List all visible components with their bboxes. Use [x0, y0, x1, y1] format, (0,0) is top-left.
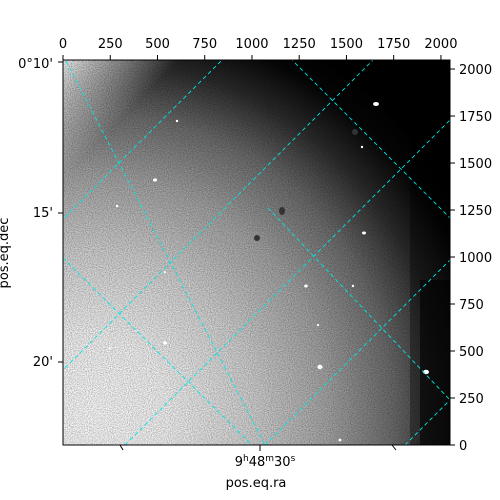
- top-tick-label: 2000: [424, 37, 457, 52]
- grid-line-dec: [267, 207, 450, 401]
- right-tick-label: 250: [459, 392, 484, 407]
- dec-tick-label: 0°10': [18, 57, 53, 72]
- right-tick-label: 1250: [459, 204, 492, 219]
- top-tick-label: 250: [98, 37, 123, 52]
- grid-line-dec: [65, 60, 266, 445]
- grid-line-ra: [63, 60, 374, 371]
- top-tick-label: 1750: [377, 37, 410, 52]
- right-pixel-axis: 0 250 500 750 1000 1250 1500 1750 2000: [450, 63, 492, 454]
- top-tick-label: 0: [59, 37, 67, 52]
- right-tick-label: 750: [459, 298, 484, 313]
- x-axis-title: pos.eq.ra: [226, 476, 287, 491]
- top-tick-label: 750: [192, 37, 217, 52]
- right-tick-label: 1000: [459, 251, 492, 266]
- ra-tick-label: 9h48m30s: [235, 454, 296, 470]
- plot-frame: [62, 59, 451, 446]
- y-axis-title: pos.eq.dec: [0, 218, 12, 289]
- top-tick-label: 1250: [283, 37, 316, 52]
- grid-line-ra: [124, 119, 450, 445]
- top-tick-label: 500: [145, 37, 170, 52]
- top-tick-label: 1000: [235, 37, 268, 52]
- right-tick-label: 1750: [459, 110, 492, 125]
- star-sources: [109, 102, 429, 442]
- right-tick-label: 1500: [459, 157, 492, 172]
- dec-axis: 0°10' 15' 20' pos.eq.dec: [0, 57, 63, 370]
- grid-line-dec: [63, 257, 253, 445]
- coordinate-grid: [63, 60, 450, 445]
- right-tick-label: 500: [459, 345, 484, 360]
- right-tick-label: 2000: [459, 63, 492, 78]
- dark-sources: [254, 129, 358, 241]
- top-tick-label: 1500: [330, 37, 363, 52]
- dec-tick-label: 15': [33, 206, 53, 221]
- ra-axis: 9h48m30s pos.eq.ra: [119, 444, 397, 491]
- sky-image: [63, 60, 450, 445]
- dec-tick-label: 20': [33, 355, 53, 370]
- right-tick-label: 0: [459, 439, 467, 454]
- top-pixel-axis: 0 250 500 750 1000 1250 1500 1750 2000: [59, 37, 457, 60]
- grid-line-dec: [291, 60, 450, 219]
